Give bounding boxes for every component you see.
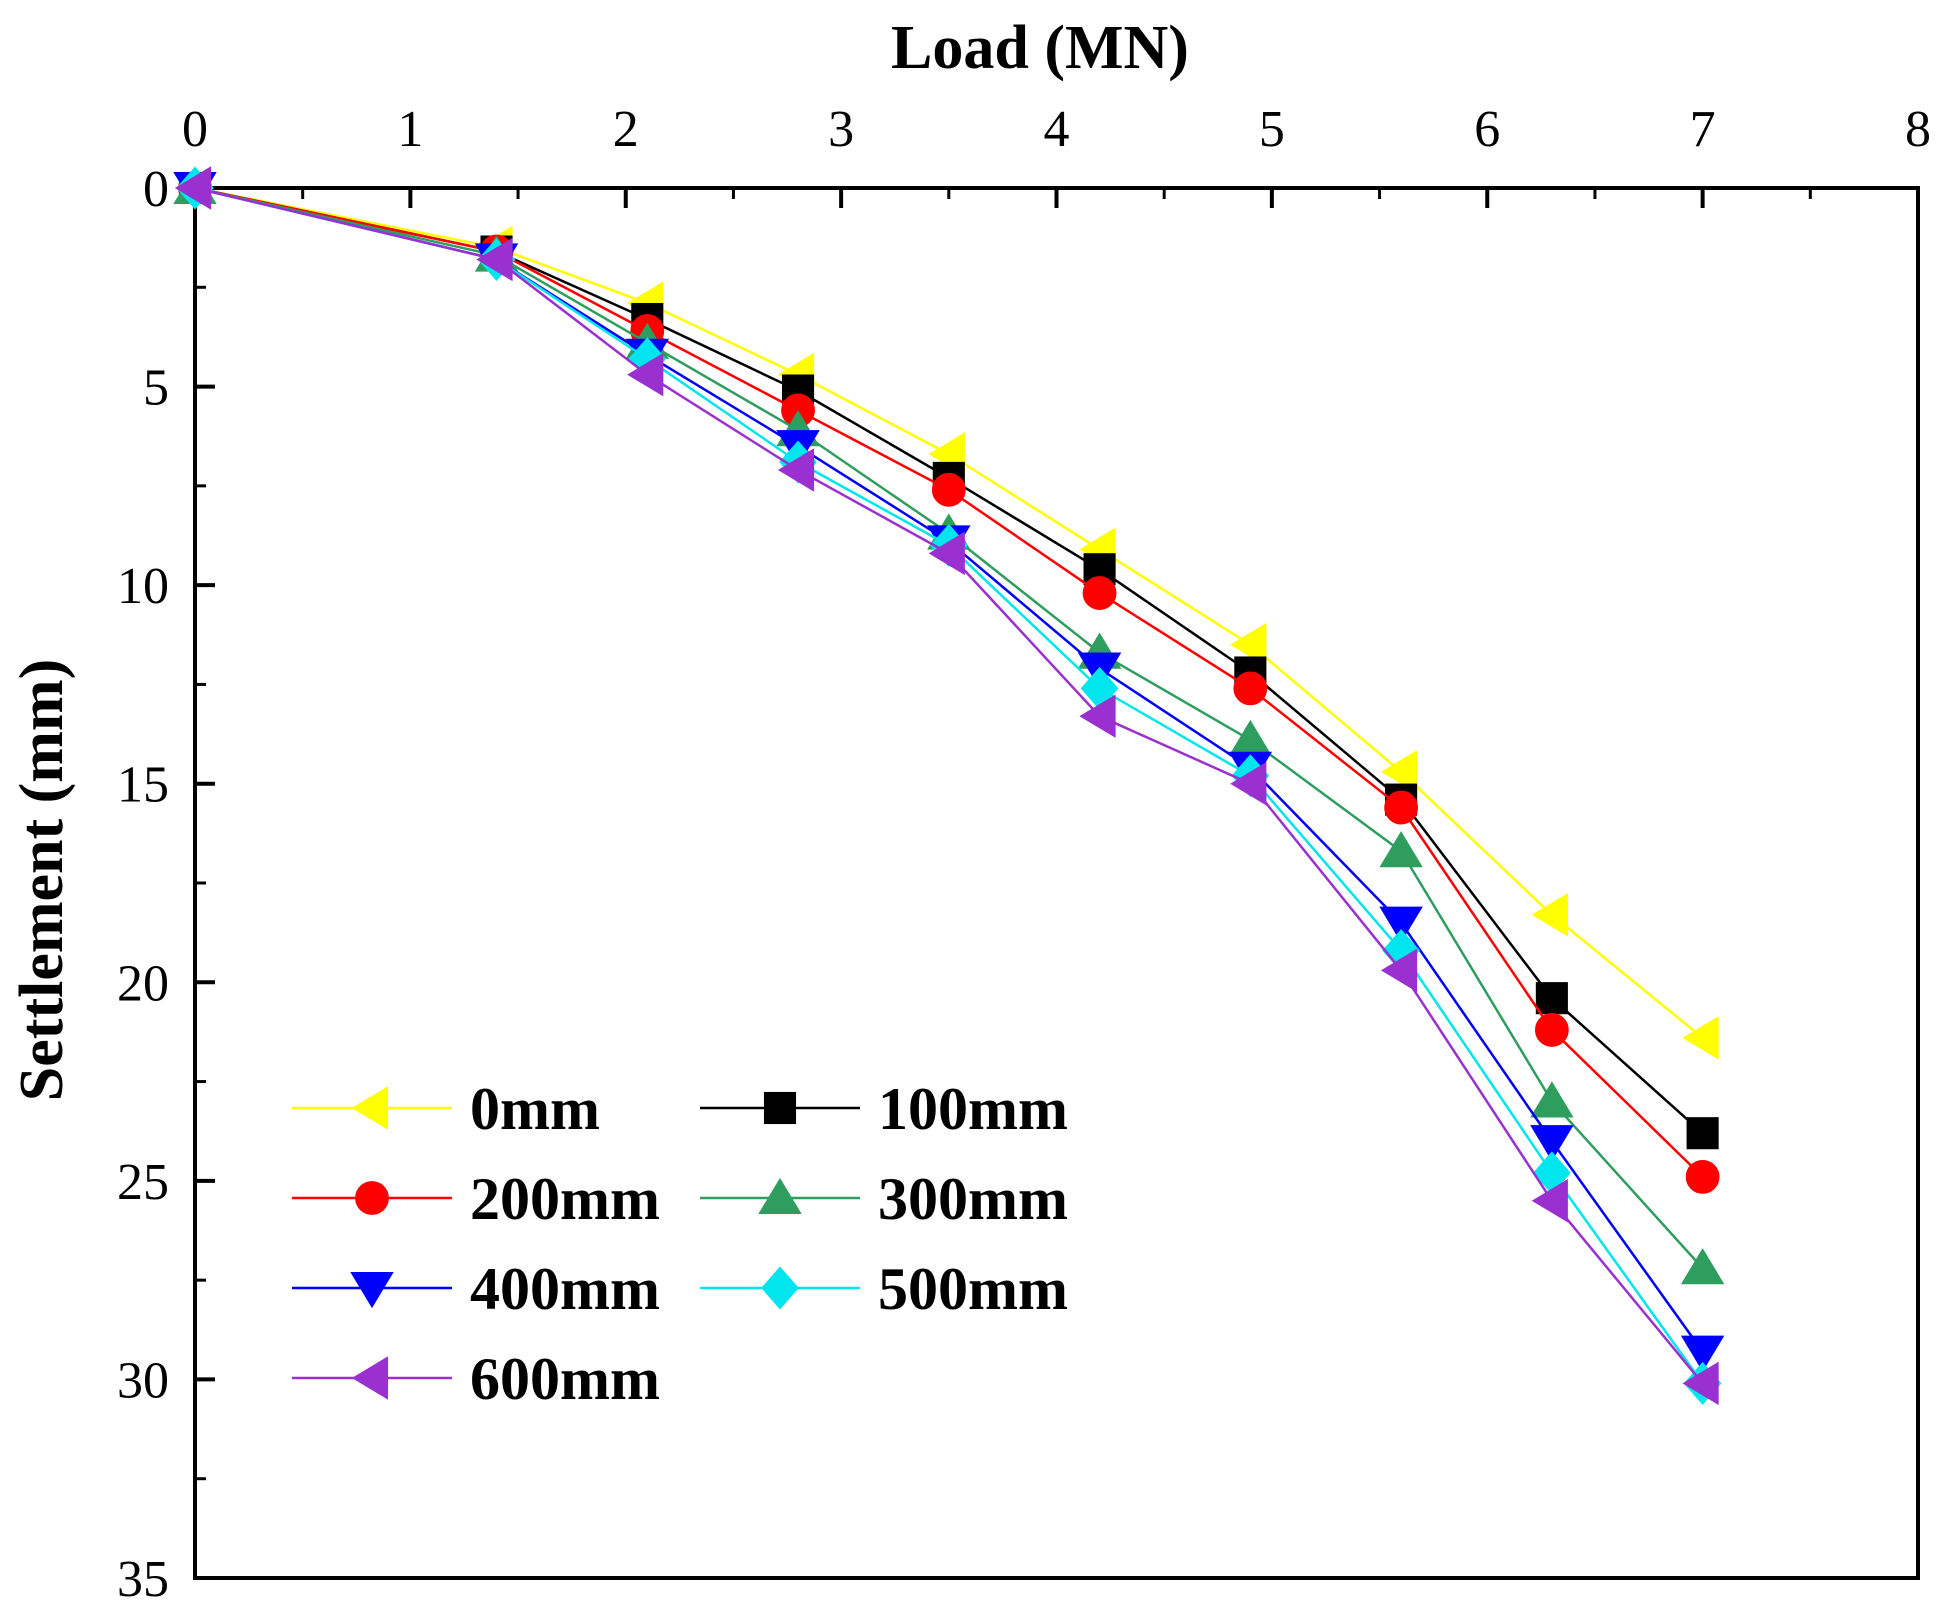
point-400mm-9 xyxy=(1680,1335,1725,1372)
legend-label-0mm: 0mm xyxy=(470,1076,600,1142)
legend-marker-300mm xyxy=(758,1177,802,1215)
point-600mm-5 xyxy=(1079,694,1116,738)
legend-marker-600mm xyxy=(351,1356,389,1400)
y-tick-label-15: 15 xyxy=(117,757,169,814)
legend-label-500mm: 500mm xyxy=(878,1256,1068,1322)
point-600mm-0 xyxy=(174,166,212,210)
legend-label-300mm: 300mm xyxy=(878,1166,1068,1232)
y-tick-label-30: 30 xyxy=(117,1352,169,1409)
legend-label-100mm: 100mm xyxy=(878,1076,1068,1142)
series-line-400mm xyxy=(194,186,1704,1353)
legend-label-200mm: 200mm xyxy=(470,1166,660,1232)
x-axis-title: Load (MN) xyxy=(891,14,1189,82)
legend-marker-200mm xyxy=(355,1181,389,1215)
point-300mm-8 xyxy=(1530,1081,1574,1118)
x-tick-label-2: 2 xyxy=(613,101,639,158)
x-tick-label-5: 5 xyxy=(1259,101,1285,158)
point-600mm-9 xyxy=(1682,1361,1719,1406)
legend-marker-0mm xyxy=(351,1086,389,1130)
y-axis: 0 5 10 15 20 25 30 35 xyxy=(117,161,215,1608)
legend-marker-100mm xyxy=(763,1091,797,1125)
legend-item-400mm: 400mm xyxy=(292,1256,660,1322)
y-tick-label-10: 10 xyxy=(117,558,169,615)
series-line-500mm xyxy=(194,186,1704,1385)
legend-marker-400mm xyxy=(350,1271,394,1309)
legend-item-600mm: 600mm xyxy=(292,1346,660,1412)
x-tick-label-4: 4 xyxy=(1044,101,1070,158)
legend-marker-500mm xyxy=(761,1266,799,1310)
point-200mm-7 xyxy=(1384,790,1418,825)
point-0mm-7 xyxy=(1380,750,1418,794)
series-layer xyxy=(173,166,1725,1406)
y-tick-label-25: 25 xyxy=(117,1154,169,1211)
series-line-200mm xyxy=(194,186,1704,1178)
y-axis-title: Settlement (mm) xyxy=(8,659,76,1101)
legend-item-200mm: 200mm xyxy=(292,1166,660,1232)
point-600mm-6 xyxy=(1230,761,1267,806)
point-600mm-8 xyxy=(1531,1178,1568,1223)
point-600mm-3 xyxy=(777,448,815,492)
legend: 0mm 100mm 200mm 300mm 400mm 500mm 600mm xyxy=(292,1076,1068,1412)
legend-item-100mm: 100mm xyxy=(700,1076,1068,1142)
y-tick-label-5: 5 xyxy=(143,360,169,417)
point-200mm-4 xyxy=(931,472,966,507)
series-line-600mm xyxy=(194,186,1704,1385)
legend-item-500mm: 500mm xyxy=(700,1256,1068,1322)
x-tick-label-1: 1 xyxy=(397,101,423,158)
point-200mm-6 xyxy=(1233,671,1268,706)
point-100mm-8 xyxy=(1535,982,1568,1015)
point-600mm-4 xyxy=(928,531,965,576)
y-tick-label-0: 0 xyxy=(143,161,169,218)
legend-item-300mm: 300mm xyxy=(700,1166,1068,1232)
series-line-100mm xyxy=(194,186,1704,1135)
series-line-300mm xyxy=(194,186,1704,1270)
point-400mm-7 xyxy=(1379,906,1423,943)
point-200mm-8 xyxy=(1534,1013,1569,1047)
y-tick-label-35: 35 xyxy=(117,1551,169,1608)
series-line-0mm xyxy=(194,186,1704,1039)
x-axis: 0 1 2 3 4 5 6 7 8 xyxy=(182,101,1931,208)
legend-label-600mm: 600mm xyxy=(470,1346,660,1412)
point-200mm-5 xyxy=(1082,576,1117,610)
y-tick-label-20: 20 xyxy=(117,955,169,1012)
point-600mm-1 xyxy=(476,237,513,282)
legend-label-400mm: 400mm xyxy=(470,1256,660,1322)
point-600mm-7 xyxy=(1380,948,1418,993)
legend-item-0mm: 0mm xyxy=(292,1076,600,1142)
x-tick-label-6: 6 xyxy=(1474,101,1500,158)
point-300mm-9 xyxy=(1680,1248,1725,1285)
point-0mm-9 xyxy=(1682,1016,1719,1060)
point-0mm-6 xyxy=(1230,622,1267,667)
x-tick-label-7: 7 xyxy=(1690,101,1716,158)
point-0mm-8 xyxy=(1531,893,1568,937)
series-600mm xyxy=(174,166,1719,1406)
point-600mm-2 xyxy=(627,352,664,397)
point-300mm-7 xyxy=(1379,831,1423,868)
x-tick-label-0: 0 xyxy=(182,101,208,158)
x-tick-label-3: 3 xyxy=(828,101,854,158)
point-400mm-8 xyxy=(1530,1125,1574,1162)
x-tick-label-8: 8 xyxy=(1905,101,1931,158)
point-100mm-9 xyxy=(1686,1117,1719,1150)
point-200mm-9 xyxy=(1685,1159,1720,1194)
